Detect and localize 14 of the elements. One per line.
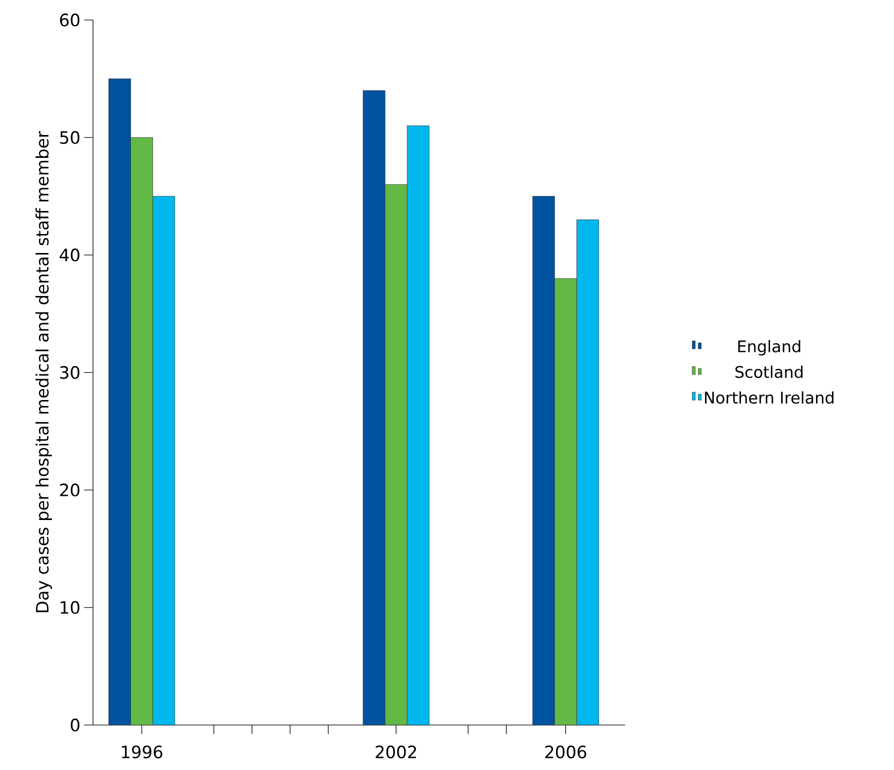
y-tick-label: 40 (60, 248, 80, 262)
x-tick-label: 2002 (376, 746, 416, 758)
legend-label: England (738, 340, 800, 356)
y-tick-label: 50 (60, 131, 80, 144)
y-axis-title: Day cases per hospital medical and dental staff member (36, 131, 52, 612)
y-tick-label: 0 (70, 718, 80, 732)
x-tick-label: 2006 (545, 746, 586, 758)
y-tick-label: 10 (60, 601, 80, 614)
y-tick-label: 20 (60, 484, 80, 496)
y-tick-label: 60 (60, 14, 80, 26)
legend-label: Northern Ireland (705, 391, 834, 404)
legend-label: Scotland (735, 366, 803, 378)
y-tick-label: 30 (60, 366, 80, 379)
x-tick-label: 1996 (122, 746, 162, 758)
